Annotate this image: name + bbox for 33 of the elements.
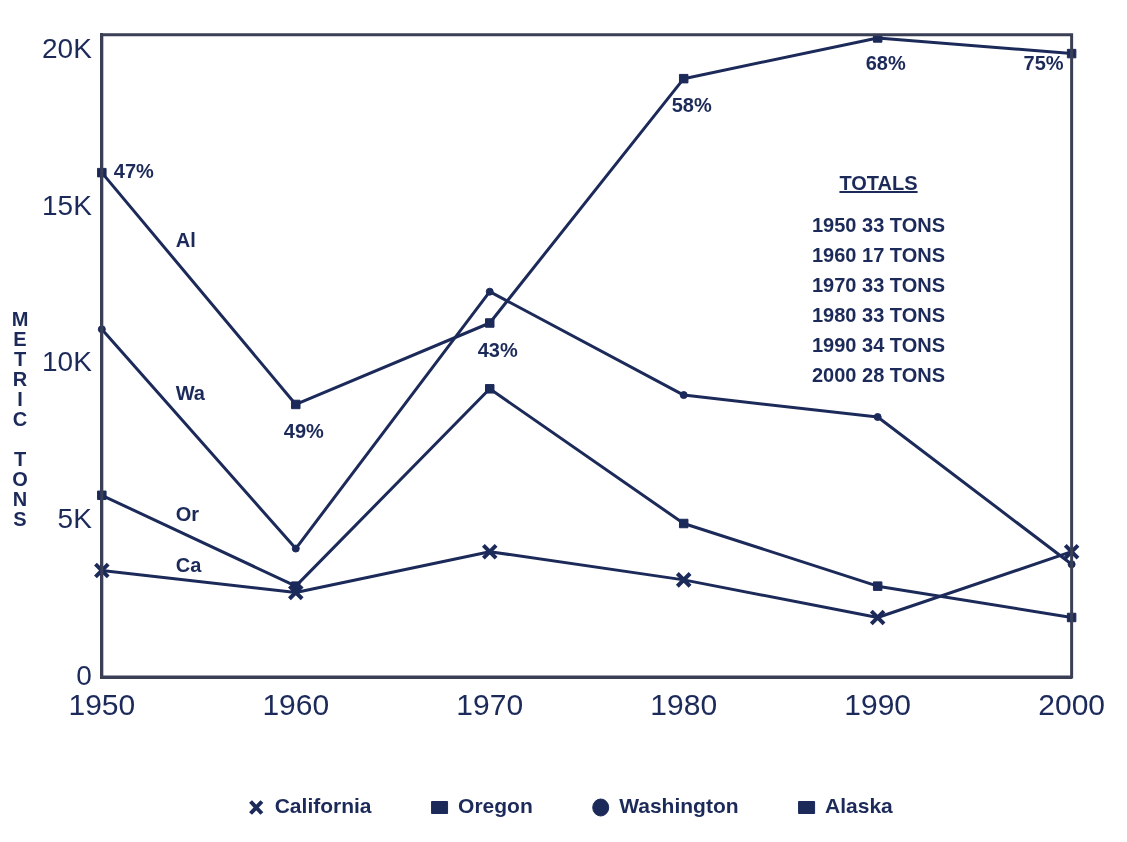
text: 2000 28 TONS [812,364,946,386]
annotation: 47% [113,160,155,183]
y-tick-label: 15K [41,189,93,221]
legend-label: Oregon [458,794,533,818]
annotation: 43% [477,338,518,361]
x-tick-label: 2000 [1038,688,1106,722]
legend-label: California [274,794,372,818]
text: 1950 33 TONS [812,214,946,236]
text: 1970 33 TONS [812,274,946,296]
x-tick-label: 1980 [650,688,718,722]
y-tick-label: 5K [57,503,93,535]
text: 1980 33 TONS [812,304,946,326]
y-tick-label: 10K [41,346,93,378]
legend-label: Alaska [825,794,894,818]
x-tick-label: 1970 [456,688,524,722]
x-tick-label: 1950 [68,688,136,722]
y-tick-label: 20K [41,33,93,65]
annotation: Or [175,502,200,525]
x-tick-label: 1990 [844,688,912,722]
annotation: Al [175,229,196,252]
legend-label: Washington [619,794,739,818]
annotation: 75% [1023,52,1064,75]
y-axis-title: METRIC TONS [8,308,32,528]
text: 1960 17 TONS [812,244,946,266]
x-tick-label: 1960 [262,688,330,722]
text: TOTALS [839,172,918,194]
annotation: Ca [175,553,203,576]
annotation: 49% [283,419,325,442]
y-tick-label: 0 [76,659,92,691]
annotation: 68% [865,52,906,75]
annotation: Wa [175,381,206,404]
text: 1990 34 TONS [812,334,946,356]
annotation: 58% [671,94,712,117]
